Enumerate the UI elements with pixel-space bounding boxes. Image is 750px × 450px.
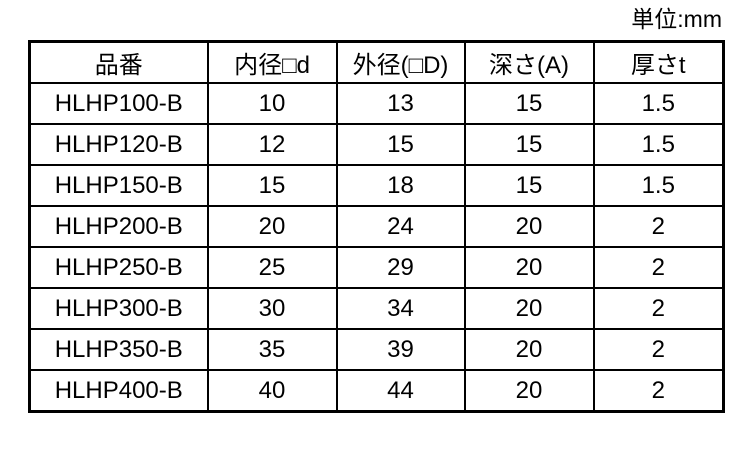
outer-diameter-cell: 18 <box>335 164 466 207</box>
depth-cell: 20 <box>463 328 595 371</box>
table-row: HLHP400-B 40 44 20 2 <box>28 369 725 413</box>
thickness-cell: 1.5 <box>592 164 725 207</box>
unit-label: 単位:mm <box>631 6 722 32</box>
part-number-cell: HLHP350-B <box>28 328 209 371</box>
depth-cell: 20 <box>463 205 595 248</box>
outer-diameter-cell: 24 <box>335 205 466 248</box>
inner-diameter-cell: 10 <box>206 82 338 125</box>
part-number-cell: HLHP400-B <box>28 369 209 413</box>
table-header: 品番 内径□d 外径(□D) 深さ(A) 厚さt <box>28 40 725 84</box>
table-row: HLHP350-B 35 39 20 2 <box>28 328 725 371</box>
inner-diameter-cell: 35 <box>206 328 338 371</box>
thickness-cell: 2 <box>592 246 725 289</box>
outer-diameter-cell: 29 <box>335 246 466 289</box>
part-number-cell: HLHP150-B <box>28 164 209 207</box>
outer-diameter-cell: 13 <box>335 82 466 125</box>
thickness-cell: 2 <box>592 328 725 371</box>
inner-diameter-cell: 40 <box>206 369 338 413</box>
outer-diameter-cell: 15 <box>335 123 466 166</box>
depth-cell: 15 <box>463 123 595 166</box>
part-number-cell: HLHP200-B <box>28 205 209 248</box>
part-number-cell: HLHP100-B <box>28 82 209 125</box>
column-header-inner-diameter: 内径□d <box>206 40 338 84</box>
table-row: HLHP300-B 30 34 20 2 <box>28 287 725 330</box>
inner-diameter-cell: 25 <box>206 246 338 289</box>
thickness-cell: 1.5 <box>592 123 725 166</box>
column-header-part-number: 品番 <box>28 40 209 84</box>
table-row: HLHP100-B 10 13 15 1.5 <box>28 82 725 125</box>
inner-diameter-cell: 12 <box>206 123 338 166</box>
depth-cell: 15 <box>463 82 595 125</box>
thickness-cell: 1.5 <box>592 82 725 125</box>
thickness-cell: 2 <box>592 287 725 330</box>
inner-diameter-cell: 15 <box>206 164 338 207</box>
depth-cell: 20 <box>463 246 595 289</box>
column-header-thickness: 厚さt <box>592 40 725 84</box>
table-body: HLHP100-B 10 13 15 1.5 HLHP120-B 12 15 1… <box>28 82 725 413</box>
depth-cell: 20 <box>463 287 595 330</box>
part-number-cell: HLHP120-B <box>28 123 209 166</box>
column-header-outer-diameter: 外径(□D) <box>335 40 466 84</box>
outer-diameter-cell: 34 <box>335 287 466 330</box>
column-header-depth: 深さ(A) <box>463 40 595 84</box>
thickness-cell: 2 <box>592 205 725 248</box>
depth-cell: 20 <box>463 369 595 413</box>
table-row: HLHP120-B 12 15 15 1.5 <box>28 123 725 166</box>
part-number-cell: HLHP250-B <box>28 246 209 289</box>
inner-diameter-cell: 20 <box>206 205 338 248</box>
table-row: HLHP150-B 15 18 15 1.5 <box>28 164 725 207</box>
thickness-cell: 2 <box>592 369 725 413</box>
table-row: HLHP250-B 25 29 20 2 <box>28 246 725 289</box>
spec-table: 品番 内径□d 外径(□D) 深さ(A) 厚さt HLHP100-B 10 13… <box>28 40 725 413</box>
header-row: 品番 内径□d 外径(□D) 深さ(A) 厚さt <box>28 40 725 84</box>
part-number-cell: HLHP300-B <box>28 287 209 330</box>
outer-diameter-cell: 39 <box>335 328 466 371</box>
inner-diameter-cell: 30 <box>206 287 338 330</box>
depth-cell: 15 <box>463 164 595 207</box>
table-row: HLHP200-B 20 24 20 2 <box>28 205 725 248</box>
outer-diameter-cell: 44 <box>335 369 466 413</box>
